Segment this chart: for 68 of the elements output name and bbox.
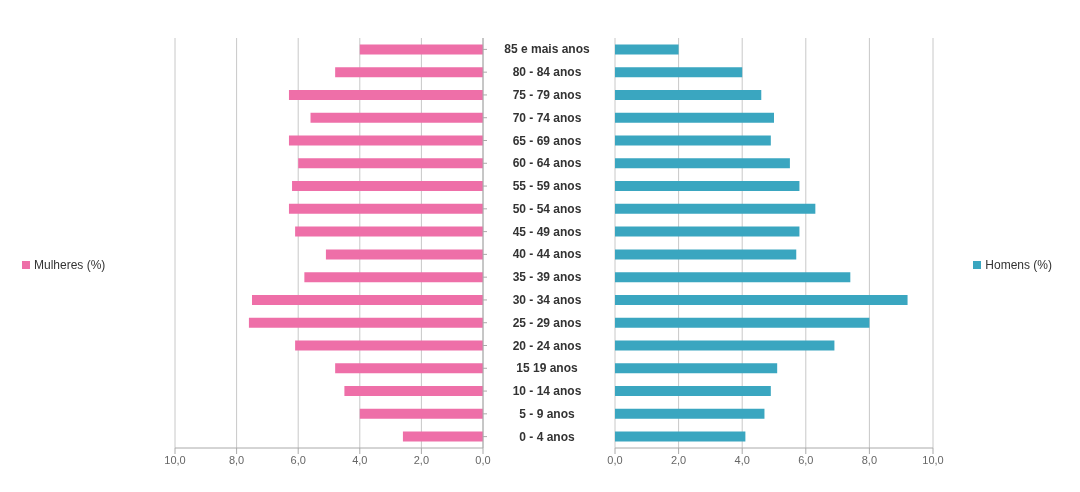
bar (615, 363, 778, 374)
y-tick-label: 30 - 34 anos (512, 292, 582, 307)
y-tick-label: 5 - 9 anos (519, 406, 575, 421)
x-tick-label: 10,0 (922, 453, 944, 466)
y-tick-label: 80 - 84 anos (512, 65, 582, 80)
y-tick-label: 35 - 39 anos (512, 270, 582, 285)
y-tick-label: 55 - 59 anos (512, 179, 582, 194)
y-tick-label: 15 19 anos (516, 361, 579, 376)
bar (335, 67, 483, 78)
x-tick-label: 8,0 (861, 453, 878, 466)
x-tick-label: 4,0 (352, 453, 368, 466)
y-tick-label: 45 - 49 anos (512, 224, 582, 239)
bar (615, 317, 870, 328)
y-tick-label: 50 - 54 anos (512, 201, 582, 216)
bar (615, 408, 765, 419)
y-tick-label: 75 - 79 anos (512, 87, 582, 102)
x-tick-label: 0,0 (607, 453, 623, 466)
y-tick-label: 25 - 29 anos (512, 315, 582, 330)
x-tick-label: 8,0 (228, 453, 245, 466)
x-tick-label: 4,0 (734, 453, 750, 466)
bar (615, 112, 774, 123)
bar (615, 135, 771, 146)
bar (295, 340, 483, 351)
y-tick-label: 70 - 74 anos (512, 110, 582, 125)
x-tick-label: 10,0 (164, 453, 186, 466)
y-tick-label: 60 - 64 anos (512, 156, 582, 171)
bar (615, 294, 908, 305)
bar (298, 158, 483, 169)
y-tick-label: 20 - 24 anos (512, 338, 582, 353)
bar (344, 386, 483, 397)
bar (615, 249, 797, 260)
bar (615, 181, 800, 192)
bar (615, 272, 851, 283)
x-tick-label: 2,0 (413, 453, 430, 466)
bar (402, 431, 483, 442)
x-tick-label: 6,0 (798, 453, 814, 466)
bar (325, 249, 483, 260)
bar (304, 272, 483, 283)
y-tick-label: 85 e mais anos (504, 42, 591, 57)
legend-label: Homens (%) (984, 258, 1052, 272)
x-tick-label: 2,0 (670, 453, 687, 466)
bar (615, 67, 743, 78)
bar (615, 89, 762, 100)
y-tick-label: 65 - 69 anos (512, 133, 582, 148)
y-tick-label: 40 - 44 anos (512, 247, 582, 262)
bar (615, 44, 679, 55)
bar (359, 408, 483, 419)
bar (248, 317, 483, 328)
bar (615, 158, 790, 169)
bar (288, 203, 483, 214)
bar (615, 203, 816, 214)
legend-label: Mulheres (%) (33, 258, 106, 272)
bar (615, 431, 746, 442)
y-tick-label: 10 - 14 anos (512, 384, 582, 399)
bar (615, 340, 835, 351)
bar (615, 226, 800, 237)
x-tick-label: 6,0 (290, 453, 306, 466)
bar (252, 294, 483, 305)
y-tick-label: 0 - 4 anos (519, 429, 575, 444)
bar (292, 181, 483, 192)
bar (335, 363, 483, 374)
bar (615, 386, 771, 397)
x-tick-label: 0,0 (475, 453, 491, 466)
bar (295, 226, 483, 237)
bar (288, 135, 483, 146)
bar (288, 89, 483, 100)
bar (359, 44, 483, 55)
bar (310, 112, 483, 123)
